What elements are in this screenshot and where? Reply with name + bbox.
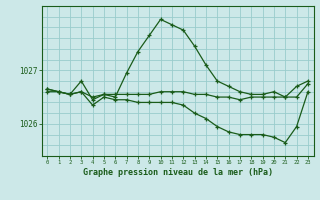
X-axis label: Graphe pression niveau de la mer (hPa): Graphe pression niveau de la mer (hPa) [83, 168, 273, 177]
